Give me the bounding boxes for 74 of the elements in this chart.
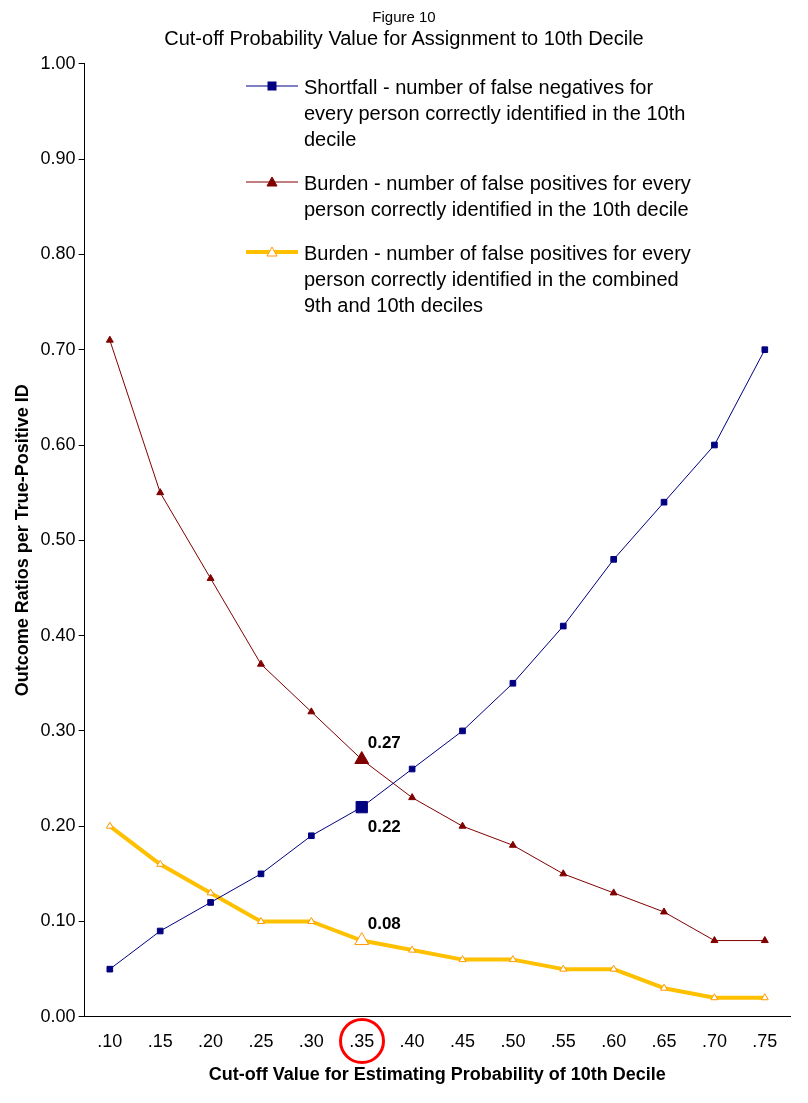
point bbox=[206, 573, 215, 581]
y-tick-label: 0.90 bbox=[40, 148, 76, 169]
legend-label: Burden - number of false positives for every person correctly identified in the 10th decile bbox=[304, 171, 692, 222]
point bbox=[760, 936, 769, 944]
x-tick-label: .55 bbox=[550, 1030, 576, 1051]
x-tick-label: .75 bbox=[752, 1030, 778, 1051]
point bbox=[760, 993, 769, 1001]
point bbox=[257, 870, 265, 878]
point bbox=[105, 821, 114, 829]
chart-title: Cut-off Probability Value for Assignment to 10th Decile bbox=[163, 26, 645, 50]
point bbox=[207, 899, 214, 906]
point bbox=[710, 936, 719, 944]
annotation: 0.22 bbox=[367, 816, 401, 836]
x-tick-label: .45 bbox=[449, 1030, 476, 1051]
x-tick-label: .35 bbox=[349, 1030, 375, 1051]
x-axis-title: Cut-off Value for Estimating Probability of 10th Decile bbox=[208, 1064, 666, 1085]
point bbox=[509, 679, 517, 687]
y-tick-label: 0.40 bbox=[40, 624, 76, 645]
point bbox=[660, 498, 668, 506]
point bbox=[459, 727, 466, 735]
y-tick-label: 0.80 bbox=[40, 243, 76, 264]
x-tick-label: .20 bbox=[198, 1030, 224, 1051]
point bbox=[710, 993, 719, 1001]
point bbox=[156, 927, 164, 935]
point bbox=[660, 983, 669, 991]
annotation: 0.27 bbox=[367, 733, 401, 753]
x-tick-label: .30 bbox=[298, 1030, 324, 1051]
x-tick-label: .15 bbox=[147, 1030, 173, 1051]
x-tick-label: .50 bbox=[500, 1030, 526, 1051]
y-tick-label: 0.70 bbox=[40, 338, 76, 359]
y-tick-label: 0.10 bbox=[40, 910, 76, 931]
point bbox=[711, 441, 718, 449]
point bbox=[408, 793, 417, 801]
point bbox=[458, 955, 467, 963]
x-tick-label: .10 bbox=[97, 1030, 123, 1051]
point bbox=[307, 707, 316, 715]
x-tick-label: .65 bbox=[651, 1030, 677, 1051]
point bbox=[559, 622, 567, 630]
y-axis-title: Outcome Ratios per True-Positive ID bbox=[11, 384, 32, 697]
y-tick-label: 0.50 bbox=[40, 529, 76, 550]
x-tick-label: .40 bbox=[399, 1030, 425, 1051]
annotation: 0.08 bbox=[367, 914, 401, 934]
point bbox=[559, 964, 568, 972]
point bbox=[761, 346, 769, 354]
x-tick-label: .60 bbox=[601, 1030, 627, 1051]
point bbox=[508, 840, 517, 848]
legend-label: Shortfall - number of false negatives for every person correctly identified in the 10th decile bbox=[304, 75, 687, 152]
point bbox=[308, 832, 315, 840]
y-tick-label: 0.00 bbox=[40, 1005, 76, 1026]
point bbox=[660, 907, 669, 915]
point bbox=[408, 945, 417, 953]
legend-label: Burden - number of false positives for every person correctly identified in the combined 9th and 10th deciles bbox=[304, 241, 692, 318]
point bbox=[106, 965, 114, 973]
point bbox=[156, 859, 165, 867]
chart-subtitle: Figure 10 bbox=[371, 8, 437, 26]
point bbox=[508, 955, 517, 963]
point bbox=[458, 821, 467, 829]
x-tick-label: .70 bbox=[701, 1030, 727, 1051]
x-tick-label: .25 bbox=[248, 1030, 274, 1051]
point bbox=[257, 917, 265, 924]
point bbox=[408, 765, 416, 773]
point bbox=[156, 488, 165, 496]
y-tick-label: 1.00 bbox=[40, 52, 76, 73]
point bbox=[307, 917, 316, 924]
point bbox=[206, 888, 215, 896]
point bbox=[105, 335, 114, 343]
y-tick-label: 0.30 bbox=[40, 719, 76, 740]
y-tick-label: 0.60 bbox=[40, 433, 76, 454]
y-tick-label: 0.20 bbox=[40, 815, 76, 836]
point bbox=[257, 659, 265, 667]
point bbox=[609, 888, 618, 896]
point bbox=[559, 869, 568, 877]
point bbox=[610, 556, 617, 563]
point bbox=[609, 964, 618, 972]
